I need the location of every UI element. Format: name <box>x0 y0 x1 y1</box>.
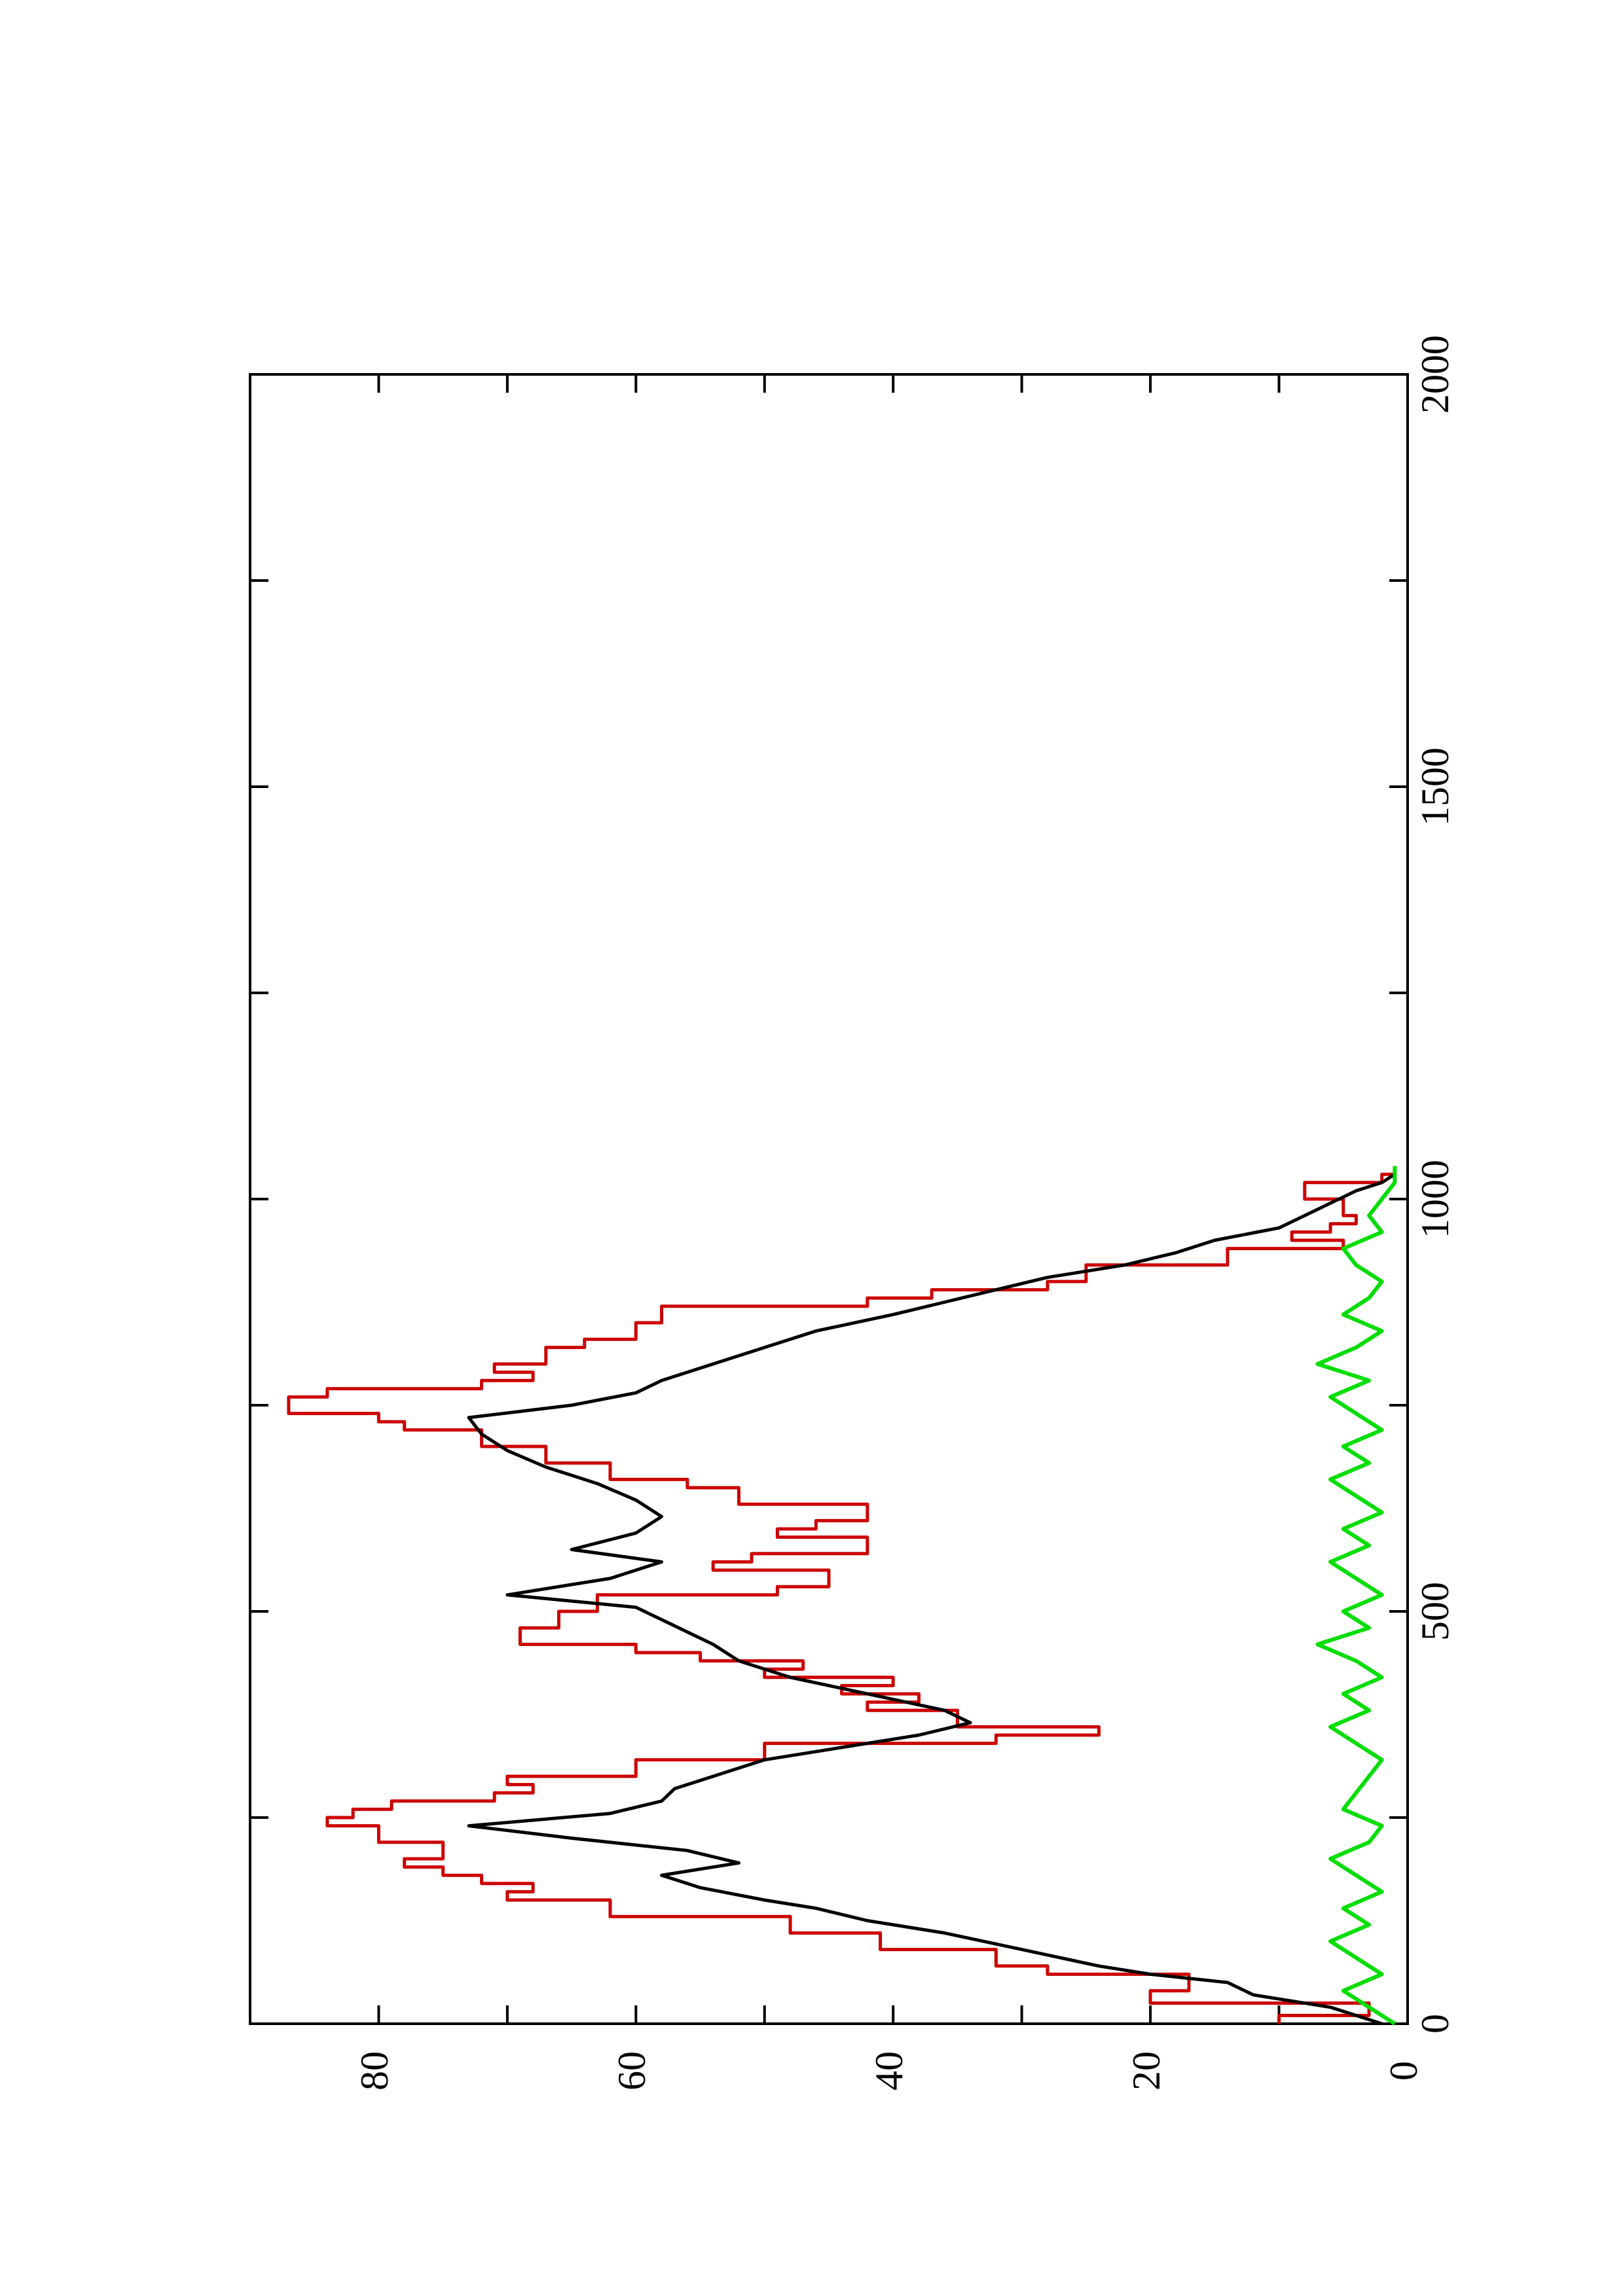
y-tick-label: 40 <box>867 2051 911 2090</box>
series-line-0 <box>287 1172 1395 2024</box>
y-tick-label: 0 <box>1382 2061 1425 2081</box>
axis-tick-labels: 0 500 1000 1500 2000 0 20 40 60 80 <box>353 335 1457 2090</box>
y-tick-label: 60 <box>610 2051 653 2090</box>
x-tick-label: 500 <box>1413 1582 1457 1641</box>
series-line-2 <box>1315 1166 1397 2026</box>
x-tick-label: 1500 <box>1413 747 1457 826</box>
axis-ticks <box>250 373 1408 2025</box>
y-tick-label: 20 <box>1125 2051 1168 2090</box>
series-layer <box>287 1166 1397 2026</box>
series-line-1 <box>467 1173 1396 2026</box>
x-tick-label: 1000 <box>1413 1160 1457 1238</box>
x-tick-label: 0 <box>1413 2014 1457 2034</box>
x-tick-label: 2000 <box>1413 335 1457 414</box>
plot-frame <box>249 373 1409 2025</box>
y-tick-label: 80 <box>353 2051 396 2090</box>
